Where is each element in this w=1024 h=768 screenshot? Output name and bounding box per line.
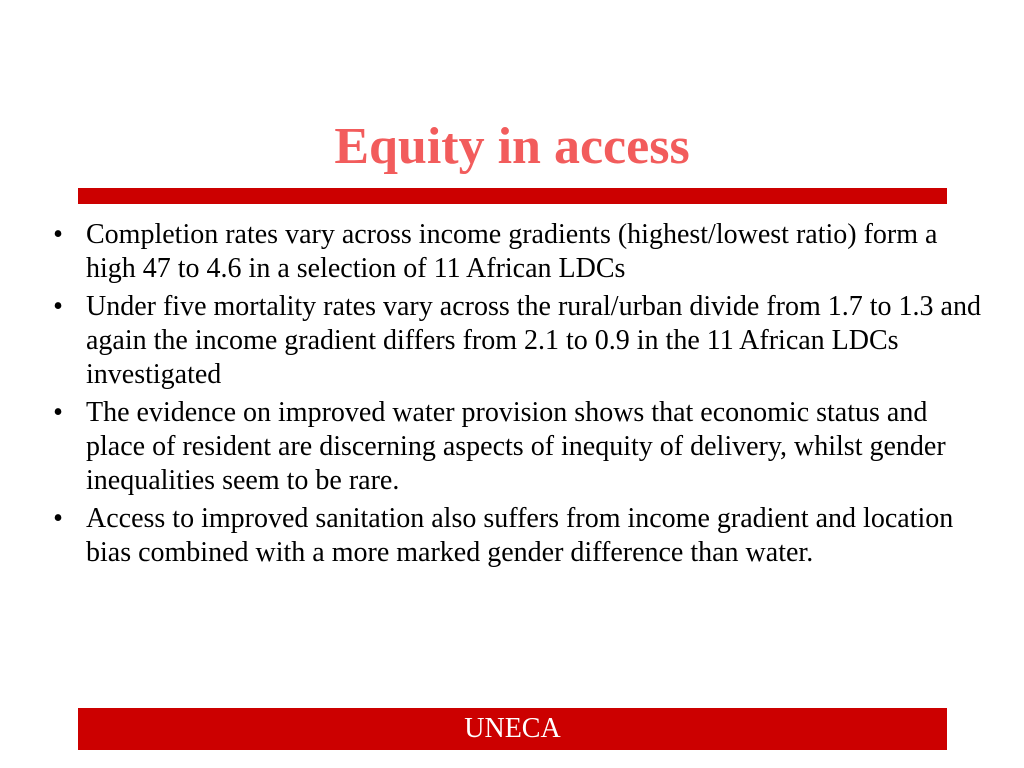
bullet-item: • Under five mortality rates vary across… <box>48 290 988 392</box>
bullet-icon: • <box>53 503 63 534</box>
bullet-list: • Completion rates vary across income gr… <box>48 218 988 574</box>
bullet-text: The evidence on improved water provision… <box>86 397 946 496</box>
bullet-item: • The evidence on improved water provisi… <box>48 396 988 498</box>
title-divider <box>78 188 947 204</box>
bullet-text: Under five mortality rates vary across t… <box>86 291 981 390</box>
bullet-item: • Access to improved sanitation also suf… <box>48 502 988 570</box>
footer-label: UNECA <box>464 713 561 744</box>
bullet-icon: • <box>53 397 63 428</box>
bullet-icon: • <box>53 291 63 322</box>
bullet-icon: • <box>53 219 63 250</box>
slide-title: Equity in access <box>334 117 690 175</box>
bullet-item: • Completion rates vary across income gr… <box>48 218 988 286</box>
footer-bar: UNECA <box>78 708 947 750</box>
bullet-text: Completion rates vary across income grad… <box>86 219 938 284</box>
bullet-text: Access to improved sanitation also suffe… <box>86 503 954 568</box>
